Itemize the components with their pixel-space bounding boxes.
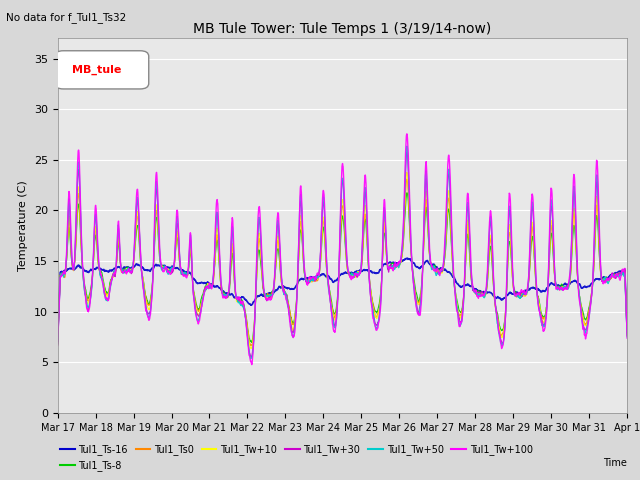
Y-axis label: Temperature (C): Temperature (C) bbox=[18, 180, 28, 271]
Text: No data for f_Tul1_Ts32: No data for f_Tul1_Ts32 bbox=[6, 12, 127, 23]
Legend: Tul1_Ts-16, Tul1_Ts-8, Tul1_Ts0, Tul1_Tw+10, Tul1_Tw+30, Tul1_Tw+50, Tul1_Tw+100: Tul1_Ts-16, Tul1_Ts-8, Tul1_Ts0, Tul1_Tw… bbox=[56, 441, 537, 475]
Text: MB_tule: MB_tule bbox=[72, 65, 121, 75]
Title: MB Tule Tower: Tule Temps 1 (3/19/14-now): MB Tule Tower: Tule Temps 1 (3/19/14-now… bbox=[193, 22, 492, 36]
FancyBboxPatch shape bbox=[55, 51, 148, 89]
Text: Time: Time bbox=[604, 458, 627, 468]
